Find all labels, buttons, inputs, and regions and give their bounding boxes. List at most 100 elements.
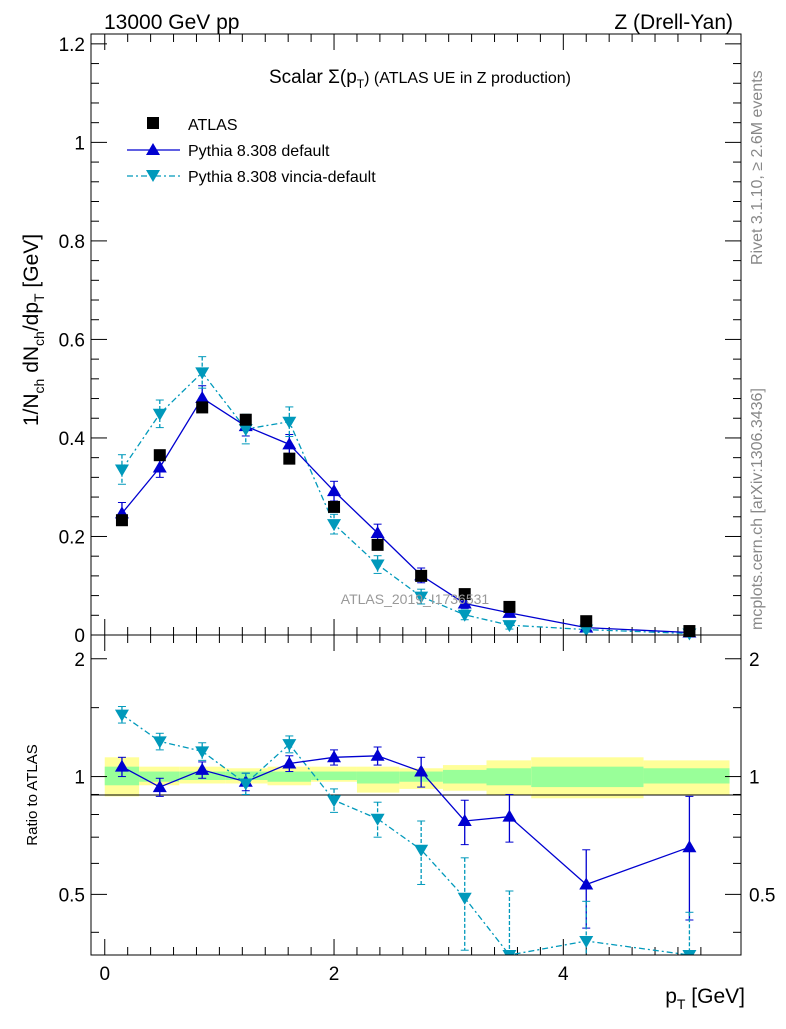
green-band xyxy=(486,768,532,786)
y-tick-label: 1 xyxy=(74,133,85,154)
y-axis-label: 1/Nch dNch/dpT [GeV] xyxy=(20,234,47,426)
atlas-point xyxy=(458,588,471,601)
ratio-panel: 0.5 0.5 1 1 2 2 0 2 4 Ratio to ATLAS pT [GeV] xyxy=(24,634,775,1012)
green-band xyxy=(311,771,357,780)
atlas-point xyxy=(115,514,128,527)
ratio-default-point xyxy=(370,748,385,761)
x-tick-label: 0 xyxy=(99,964,110,985)
ratio-default-line xyxy=(121,755,690,886)
default-point xyxy=(152,460,167,473)
atlas-point xyxy=(283,452,296,465)
ratio-default-point xyxy=(502,809,517,822)
ratio-panel-frame xyxy=(90,634,742,956)
x-tick-label: 4 xyxy=(558,964,569,985)
default-point xyxy=(457,596,472,609)
ratio-vincia-point xyxy=(579,936,594,949)
y-tick-label: 1.2 xyxy=(59,35,85,56)
green-band xyxy=(531,766,644,788)
energy-label: 13000 GeV pp xyxy=(104,11,239,34)
x-axis-label: pT [GeV] xyxy=(665,985,745,1012)
legend-entry-atlas: ATLAS xyxy=(147,117,238,134)
vincia-point xyxy=(114,464,129,477)
vincia-point xyxy=(370,559,385,572)
rivet-label: Rivet 3.1.10, ≥ 2.6M events xyxy=(749,70,766,265)
ratio-default-point xyxy=(579,877,594,890)
y-tick-label: 0.2 xyxy=(59,527,85,548)
vincia-point xyxy=(457,609,472,622)
y-tick-label: 0.8 xyxy=(59,232,85,253)
ratio-y-tick-label: 2 xyxy=(74,650,85,671)
ratio-y-tick-label: 1 xyxy=(74,768,85,789)
y-tick-label: 0.6 xyxy=(59,330,85,351)
ratio-series xyxy=(114,706,697,955)
ratio-vincia-point xyxy=(282,739,297,752)
ratio-vincia-point xyxy=(682,950,697,955)
ratio-default-point xyxy=(327,750,342,763)
default-point xyxy=(282,437,297,450)
legend-label-default: Pythia 8.308 default xyxy=(188,143,330,160)
atlas-point xyxy=(153,449,166,462)
atlas-point xyxy=(503,600,516,613)
vincia-line xyxy=(121,371,690,635)
atlas-point xyxy=(415,569,428,582)
vincia-point xyxy=(579,624,594,637)
ratio-default-point xyxy=(682,840,697,853)
ratio-default-point xyxy=(282,756,297,769)
ratio-vincia-point xyxy=(370,813,385,826)
ratio-y-tick-label: 0.5 xyxy=(59,885,85,906)
y-tick-label: 0.4 xyxy=(59,429,86,450)
atlas-point xyxy=(683,625,696,638)
ratio-default-point xyxy=(152,780,167,793)
ratio-vincia-point xyxy=(414,844,429,857)
vincia-point xyxy=(502,620,517,633)
process-label: Z (Drell-Yan) xyxy=(614,11,733,34)
green-band xyxy=(139,771,180,782)
vincia-point xyxy=(414,591,429,604)
ratio-vincia-point xyxy=(152,736,167,749)
watermark: ATLAS_2019_I1736531 xyxy=(341,591,490,607)
ratio-default-point xyxy=(457,813,472,826)
vincia-point xyxy=(238,424,253,437)
atlas-point xyxy=(239,413,252,426)
atlas-point xyxy=(371,538,384,551)
legend-entry-vincia: Pythia 8.308 vincia-default xyxy=(127,169,376,186)
ratio-y-label: Ratio to ATLAS xyxy=(24,744,41,845)
ratio-vincia-point xyxy=(195,746,210,759)
ratio-vincia-point xyxy=(114,709,129,722)
green-band xyxy=(356,771,400,784)
main-panel: 0 0.2 0.4 0.6 0.8 1 1.2 ATLAS_2019_I1736531 Sc… xyxy=(20,33,742,647)
atlas-point xyxy=(328,500,341,513)
panel-title: Scalar Σ(pT) (ATLAS UE in Z production) xyxy=(269,67,571,91)
green-band xyxy=(643,768,730,784)
default-point xyxy=(195,391,210,404)
ratio-y-tick-label-right: 2 xyxy=(749,650,760,671)
ratio-default-point xyxy=(414,764,429,777)
green-band xyxy=(442,769,487,784)
ratio-y-tick-label-right: 0.5 xyxy=(749,885,775,906)
vincia-point xyxy=(195,367,210,380)
default-point xyxy=(370,526,385,539)
ratio-vincia-point xyxy=(238,778,253,791)
ratio-default-point xyxy=(114,759,129,772)
vincia-point xyxy=(282,416,297,429)
x-tick-label: 2 xyxy=(329,964,340,985)
default-point xyxy=(327,484,342,497)
vincia-point xyxy=(152,408,167,421)
svg-text:1/Nch dNch/dpT [GeV]: 1/Nch dNch/dpT [GeV] xyxy=(20,234,47,426)
ratio-default-point xyxy=(195,762,210,775)
ratio-vincia-point xyxy=(502,950,517,955)
mcplots-label: mcplots.cern.ch [arXiv:1306.3436] xyxy=(749,388,766,630)
green-band xyxy=(267,771,312,782)
ratio-vincia-point xyxy=(457,892,472,905)
atlas-point xyxy=(196,401,209,414)
ratio-vincia-line xyxy=(121,714,690,955)
legend-entry-default: Pythia 8.308 default xyxy=(127,143,330,160)
legend: ATLAS Pythia 8.308 default Pythia 8.308 … xyxy=(127,117,376,186)
vincia-point xyxy=(327,519,342,532)
legend-label-atlas: ATLAS xyxy=(188,117,238,134)
legend-label-vincia: Pythia 8.308 vincia-default xyxy=(188,169,376,186)
ratio-vincia-point xyxy=(327,795,342,808)
atlas-point xyxy=(580,615,593,628)
default-line xyxy=(121,397,690,634)
